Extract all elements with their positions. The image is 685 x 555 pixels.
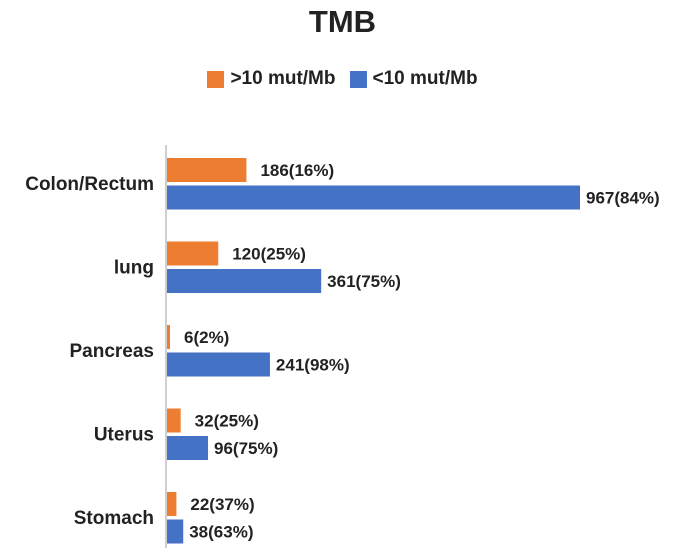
data-label: 186(16%) <box>260 161 334 180</box>
bar-series-2 <box>167 185 580 210</box>
bar-series-2 <box>167 352 270 377</box>
legend-swatch-series-2 <box>349 70 367 88</box>
category-label: Pancreas <box>69 341 154 362</box>
category-label: Stomach <box>74 508 154 529</box>
bar-series-1 <box>167 325 170 349</box>
legend-label-series-1: >10 mut/Mb <box>230 68 336 89</box>
data-label: 32(25%) <box>195 412 259 431</box>
bar-series-2 <box>167 269 322 293</box>
data-label: 38(63%) <box>189 523 253 542</box>
data-label: 361(75%) <box>327 272 401 291</box>
bar-series-2 <box>167 436 209 460</box>
data-label: 6(2%) <box>184 328 229 347</box>
data-label: 22(37%) <box>190 495 254 514</box>
chart-title: TMB <box>308 4 377 39</box>
legend-swatch-series-1 <box>207 70 225 88</box>
data-label: 96(75%) <box>214 439 278 458</box>
bar-series-2 <box>167 519 184 544</box>
bar-series-1 <box>167 408 181 433</box>
category-label: lung <box>114 257 154 278</box>
bar-series-1 <box>167 492 177 516</box>
legend-item-series-1: >10 mut/Mb <box>207 68 336 90</box>
bar-series-1 <box>167 241 219 266</box>
category-label: Uterus <box>94 424 154 445</box>
data-label: 241(98%) <box>276 356 350 375</box>
legend: >10 mut/Mb <10 mut/Mb <box>0 68 685 90</box>
bar-series-1 <box>167 158 247 182</box>
category-label: Colon/Rectum <box>25 174 154 195</box>
legend-label-series-2: <10 mut/Mb <box>372 68 478 89</box>
data-label: 120(25%) <box>232 245 306 264</box>
data-label: 967(84%) <box>586 189 660 208</box>
legend-item-series-2: <10 mut/Mb <box>349 68 478 90</box>
